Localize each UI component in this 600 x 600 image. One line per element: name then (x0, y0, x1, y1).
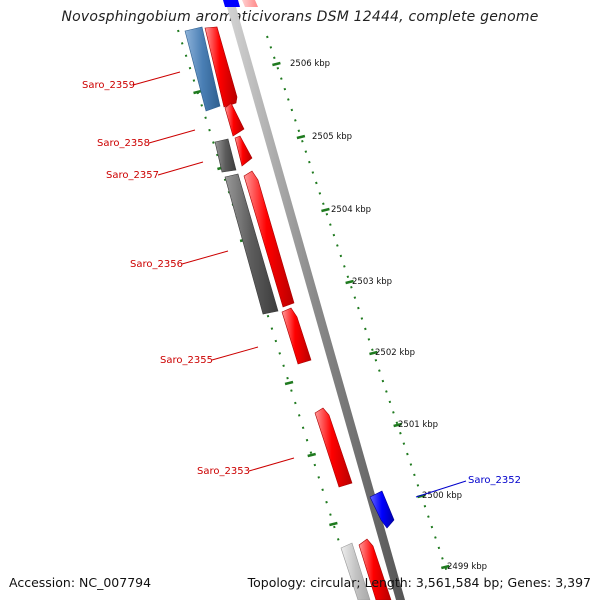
genome-backbone (225, 0, 405, 600)
inner-ruler-major-tick (284, 380, 294, 386)
ruler-major-tick (393, 422, 402, 428)
ruler-major-tick (417, 493, 426, 499)
tick-label-2503: 2503 kbp (352, 277, 392, 287)
tick-label-2506: 2506 kbp (290, 59, 330, 69)
tick-label-2502: 2502 kbp (375, 348, 415, 358)
gene-label-saro-2359: Saro_2359 (82, 80, 135, 91)
genome-title: Novosphingobium aromaticivorans DSM 1244… (61, 9, 539, 25)
cds-bottom-red[interactable] (358, 538, 392, 600)
feature-saro-2356[interactable] (224, 173, 279, 315)
cds-saro-2359[interactable] (204, 26, 238, 108)
inner-ruler-major-tick (329, 521, 338, 527)
gene-label-saro-2356: Saro_2356 (130, 259, 183, 270)
cds-saro-2358[interactable] (224, 102, 245, 137)
ruler-tick-labels: 2506 kbp 2505 kbp 2504 kbp 2503 kbp 2502… (290, 59, 487, 572)
gene-labels: Saro_2359 Saro_2358 Saro_2357 Saro_2356 … (82, 71, 521, 498)
ruler-major-tick (441, 564, 450, 570)
cds-red-small-2[interactable] (234, 135, 253, 167)
ruler-major-tick (321, 207, 330, 213)
cds-saro-2353[interactable] (314, 407, 353, 488)
gene-label-saro-2358: Saro_2358 (97, 138, 150, 149)
cds-saro-2355[interactable] (281, 307, 312, 365)
inner-ruler-major-tick (307, 452, 316, 458)
ruler-major-tick (296, 134, 306, 140)
cds-saro-2356[interactable] (243, 170, 295, 308)
accession-text: Accession: NC_007794 (9, 575, 152, 590)
gene-label-saro-2355: Saro_2355 (160, 355, 213, 366)
feature-saro-2357[interactable] (214, 138, 237, 173)
tick-label-2500: 2500 kbp (422, 491, 462, 501)
inner-ruler-major-tick (193, 89, 202, 95)
feature-top-pink[interactable] (242, 0, 258, 7)
feature-top-blue[interactable] (223, 0, 240, 7)
ruler-major-tick (369, 350, 378, 356)
ruler-tick-marks (272, 61, 450, 570)
ruler-major-tick (345, 279, 354, 285)
gene-label-saro-2353: Saro_2353 (197, 466, 250, 477)
tick-label-2501: 2501 kbp (398, 420, 438, 430)
gene-label-saro-2357: Saro_2357 (106, 170, 159, 181)
tick-label-2499: 2499 kbp (447, 562, 487, 572)
tick-label-2505: 2505 kbp (312, 132, 352, 142)
feature-bottom-lightgray[interactable] (340, 542, 371, 600)
tick-label-2504: 2504 kbp (331, 205, 371, 215)
cds-saro-2352[interactable] (369, 490, 395, 529)
ruler-major-tick (272, 61, 281, 67)
outer-ruler-dots-right (266, 35, 449, 576)
genome-summary-text: Topology: circular; Length: 3,561,584 bp… (247, 575, 591, 590)
feature-saro-2359[interactable] (184, 26, 221, 112)
gene-label-saro-2352: Saro_2352 (468, 475, 521, 486)
